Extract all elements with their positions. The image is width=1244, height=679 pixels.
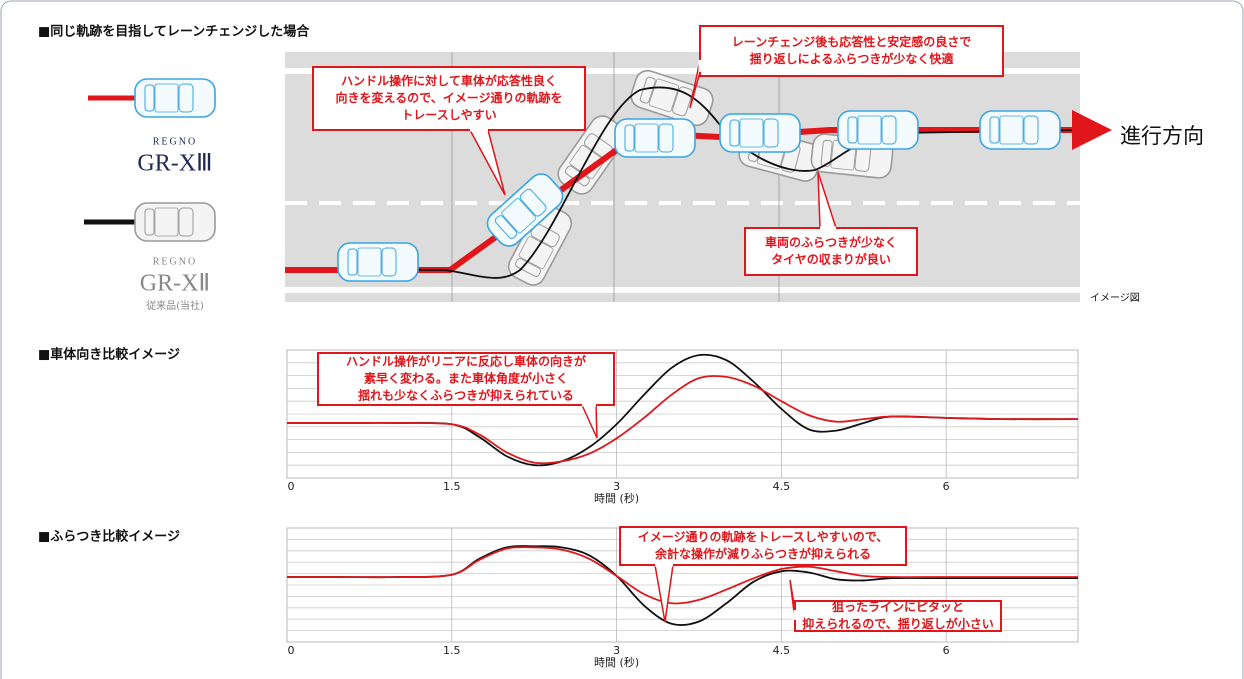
callout-text: ハンドル操作に対して車体が応答性良く	[341, 73, 557, 88]
car-roof	[154, 83, 179, 113]
car-windshield	[881, 115, 897, 145]
car-rearwindow	[847, 116, 858, 144]
callout-text: 揺り返しによるふらつきが少なく快適	[750, 51, 954, 66]
callout-text: 向きを変えるので、イメージ通りの軌跡を	[336, 90, 563, 105]
x-tick-label: 3	[613, 480, 620, 493]
new-cars	[337, 110, 1061, 282]
car-roof	[154, 207, 179, 237]
direction-label: 進行方向	[1120, 124, 1204, 148]
legend-note: 従来品(当社)	[146, 299, 204, 312]
car-windshield	[519, 188, 547, 217]
car-windshield	[763, 118, 779, 148]
car-windshield	[658, 123, 674, 153]
car-windshield	[178, 207, 194, 237]
car	[486, 173, 564, 247]
callout-text: タイヤの収まりが良い	[771, 252, 891, 267]
callout-box	[794, 600, 1002, 632]
car-rearwindow	[347, 248, 358, 276]
legend-model: GR-XⅡ	[140, 271, 210, 297]
callout-box	[699, 25, 1004, 77]
x-tick-label: 1.5	[443, 480, 461, 493]
car	[614, 118, 696, 158]
chart-title: ■車体向き比較イメージ	[38, 347, 180, 363]
legend-car	[134, 78, 216, 118]
callout-text: 車両のふらつきが少なく	[765, 235, 897, 250]
callout-text: レーンチェンジ後も応答性と安定感の良さで	[732, 34, 971, 49]
car-rearwindow	[820, 139, 833, 167]
x-axis-label: 時間 (秒)	[594, 655, 639, 669]
car	[337, 242, 419, 282]
car	[979, 110, 1061, 150]
line-series	[287, 375, 1079, 465]
car-roof	[999, 115, 1024, 145]
x-tick-label: 1.5	[443, 644, 461, 657]
car	[134, 78, 216, 118]
car-roof	[501, 198, 537, 234]
car-rearwindow	[729, 119, 740, 147]
car-rearwindow	[144, 208, 155, 236]
car-rearwindow	[624, 124, 635, 152]
direction-arrow	[1072, 110, 1112, 150]
line-series	[287, 546, 1078, 605]
car-rearwindow	[494, 215, 518, 239]
callout-text: ハンドル操作がリニアに反応し車体の向きが	[346, 354, 586, 369]
diagram-caption: イメージ図	[1090, 292, 1140, 304]
callout-text: トレースしやすい	[401, 108, 496, 122]
callout-box	[619, 526, 907, 566]
x-tick-label: 0	[288, 480, 295, 493]
car-windshield	[381, 247, 397, 277]
car-rearwindow	[514, 257, 542, 278]
car-windshield	[672, 86, 693, 117]
car-windshield	[1023, 115, 1039, 145]
x-axis-label: 時間 (秒)	[594, 491, 639, 505]
x-tick-label: 6	[943, 644, 950, 657]
callout-text: イメージ通りの軌跡をトレースしやすいので、	[638, 529, 889, 544]
callout-text: 揺れも少なくふらつきが抑えられている	[358, 388, 574, 403]
x-tick-label: 3	[613, 644, 620, 657]
callouts: ハンドル操作に対して車体が応答性良く向きを変えるので、イメージ通りの軌跡をトレー…	[312, 25, 1004, 276]
callout-box	[317, 352, 615, 406]
callout-text: 素早く変わる。また車体角度が小さく	[364, 371, 568, 386]
callout-text: 余計な操作が減りふらつきが抑えられる	[654, 546, 871, 561]
car-rearwindow	[989, 116, 1000, 144]
line-series	[287, 353, 1079, 467]
legend-brand: REGNO	[153, 256, 197, 267]
x-tick-label: 4.5	[773, 480, 791, 493]
car	[719, 113, 801, 153]
page-title: ■同じ軌跡を目指してレーンチェンジした場合	[38, 24, 310, 40]
callout-box	[312, 66, 586, 131]
legend-brand: REGNO	[153, 136, 197, 147]
car-body	[486, 173, 564, 247]
car	[837, 110, 919, 150]
car-windshield	[178, 83, 194, 113]
car-roof	[648, 78, 680, 113]
car	[134, 202, 216, 242]
car-roof	[634, 123, 659, 153]
x-tick-label: 6	[943, 480, 950, 493]
car-roof	[357, 247, 382, 277]
x-tick-label: 4.5	[773, 644, 791, 657]
car-body	[630, 69, 714, 127]
x-tick-label: 0	[288, 644, 295, 657]
legend-car	[134, 202, 216, 242]
old-track	[340, 86, 1076, 279]
car-roof	[857, 115, 882, 145]
car-rearwindow	[144, 84, 155, 112]
car-roof	[739, 118, 764, 148]
callout-text: 抑えられるので、揺り返しが小さい	[802, 616, 994, 631]
legend-model: GR-XⅢ	[137, 151, 212, 177]
charts: ■車体向き比較イメージ 0 1.5 3 4.5 6 時間 (秒) ハンドル操作がリニアに反応し…	[38, 347, 1079, 669]
callout-text: 狙ったラインにピタッと	[832, 600, 964, 614]
chart-title: ■ふらつき比較イメージ	[38, 529, 180, 545]
car	[630, 69, 714, 127]
